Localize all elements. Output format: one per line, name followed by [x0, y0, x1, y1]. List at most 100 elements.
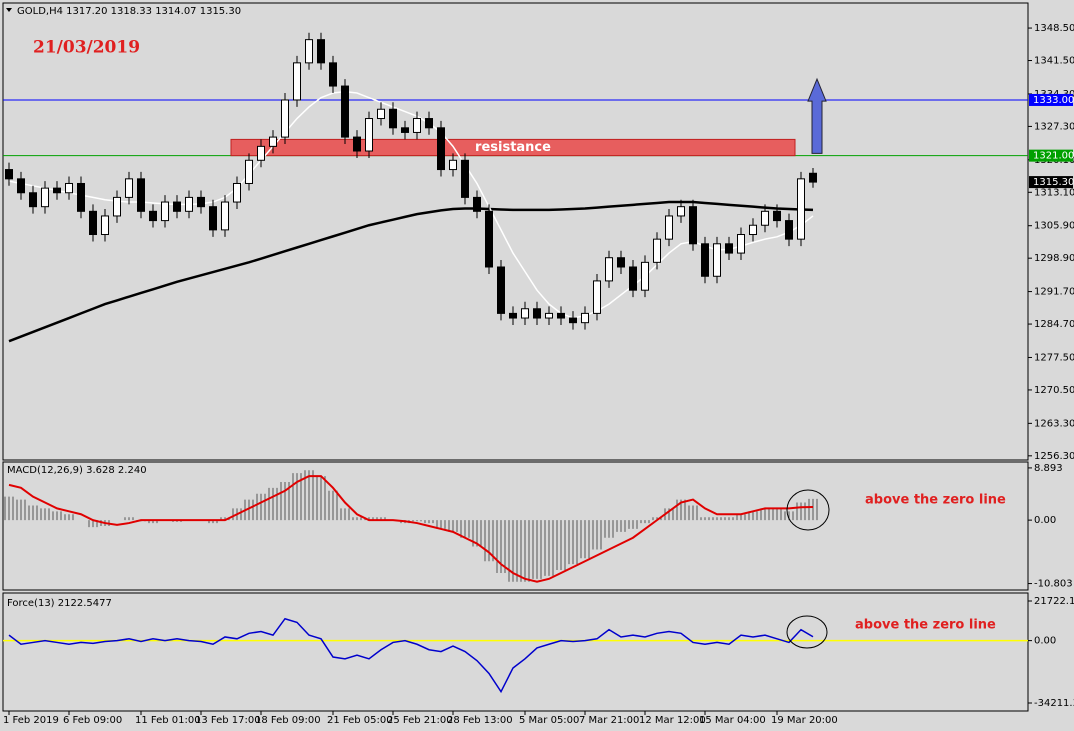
price-box	[1029, 149, 1073, 162]
candle-body	[377, 108, 385, 120]
candle-body	[101, 215, 109, 236]
candle-body	[365, 118, 373, 152]
candle-body	[17, 178, 25, 194]
candle-body	[185, 196, 193, 212]
candle-body	[701, 243, 709, 277]
candle-body	[53, 187, 61, 194]
candle-body	[449, 159, 457, 171]
force-title: Force(13) 2122.5477	[7, 598, 112, 609]
price-label: 1333.00	[1033, 95, 1074, 106]
candle-body	[749, 224, 757, 236]
macd-note: above the zero line	[865, 493, 1006, 508]
x-tick-label: 18 Feb 09:00	[255, 715, 321, 726]
force-panel	[2, 592, 1029, 712]
macd-panel	[2, 461, 1029, 591]
candle-body	[629, 266, 637, 291]
y-tick-label: 8.893	[1034, 463, 1063, 474]
candle-body	[137, 178, 145, 212]
candle-body	[401, 127, 409, 133]
candle-body	[245, 159, 253, 184]
candle-body	[773, 210, 781, 222]
candle-body	[485, 210, 493, 268]
y-tick-label: 1284.70	[1034, 319, 1074, 330]
candle-body	[209, 206, 217, 231]
candle-body	[413, 118, 421, 133]
candle-body	[77, 182, 85, 212]
y-tick-label: 1305.90	[1034, 221, 1074, 232]
candle-body	[197, 196, 205, 208]
force-line	[8, 617, 814, 694]
price-box	[1029, 176, 1073, 189]
candle-body	[5, 169, 13, 180]
date-annotation: 21/03/2019	[33, 38, 140, 58]
candle-body	[317, 39, 325, 64]
x-tick-label: 7 Mar 21:00	[579, 715, 639, 726]
force-note: above the zero line	[855, 618, 996, 633]
y-tick-label: 1270.50	[1034, 385, 1074, 396]
chart-title: GOLD,H4 1317.20 1318.33 1314.07 1315.30	[17, 6, 241, 17]
candle-body	[689, 206, 697, 245]
candle-body	[221, 201, 229, 231]
y-tick-label: 1348.50	[1034, 23, 1074, 34]
x-tick-label: 25 Feb 21:00	[387, 715, 453, 726]
candle-body	[425, 118, 433, 129]
candle-body	[593, 280, 601, 314]
candle-body	[113, 196, 121, 217]
candle-body	[605, 257, 613, 282]
candle-body	[545, 312, 553, 319]
resistance-label: resistance	[475, 140, 551, 155]
menu-icon	[6, 8, 12, 12]
y-tick-label: -10.803	[1034, 579, 1073, 590]
x-tick-label: 28 Feb 13:00	[447, 715, 513, 726]
candle-body	[617, 257, 625, 268]
x-tick-label: 19 Mar 20:00	[771, 715, 838, 726]
macd-title: MACD(12,26,9) 3.628 2.240	[7, 465, 147, 476]
y-tick-label: 0.00	[1034, 636, 1056, 647]
candle-body	[65, 182, 73, 194]
y-tick-label: 1313.10	[1034, 187, 1074, 198]
signal-line	[8, 475, 814, 583]
y-tick-label: 1327.30	[1034, 121, 1074, 132]
candle-body	[713, 243, 721, 277]
candle-body	[341, 85, 349, 138]
candle-body	[89, 210, 97, 236]
candle-body	[281, 99, 289, 138]
y-tick-label: 1298.90	[1034, 253, 1074, 264]
candle-body	[161, 201, 169, 222]
moving-average	[8, 200, 814, 343]
candle-body	[665, 215, 673, 240]
candle-body	[557, 312, 565, 319]
price-label: 1315.30	[1033, 177, 1074, 188]
candle-body	[233, 182, 241, 203]
x-tick-label: 1 Feb 2019	[3, 715, 59, 726]
candle-body	[509, 312, 517, 319]
candle-body	[293, 62, 301, 101]
candle-body	[725, 243, 733, 254]
candle-body	[329, 62, 337, 87]
candle-body	[809, 172, 817, 183]
y-tick-label: 1341.50	[1034, 56, 1074, 67]
y-tick-label: 21722.152	[1034, 596, 1074, 607]
y-tick-label: 0.00	[1034, 515, 1056, 526]
candle-body	[785, 220, 793, 240]
candle-body	[521, 308, 529, 319]
y-tick-label: 1263.30	[1034, 418, 1074, 429]
candle-body	[389, 108, 397, 129]
y-tick-label: 1291.70	[1034, 287, 1074, 298]
candle-body	[41, 187, 49, 208]
x-tick-label: 12 Mar 12:00	[639, 715, 706, 726]
price-label: 1321.00	[1033, 151, 1074, 162]
highlight-circle	[786, 489, 830, 531]
x-tick-label: 21 Feb 05:00	[327, 715, 393, 726]
main-panel	[2, 2, 1029, 461]
candle-body	[173, 201, 181, 212]
candle-body	[257, 145, 265, 161]
up-arrow	[807, 77, 827, 154]
candle-body	[269, 136, 277, 147]
x-tick-label: 6 Feb 09:00	[63, 715, 122, 726]
candle-body	[305, 39, 313, 64]
x-tick-label: 15 Mar 04:00	[699, 715, 766, 726]
candle-body	[29, 192, 37, 208]
